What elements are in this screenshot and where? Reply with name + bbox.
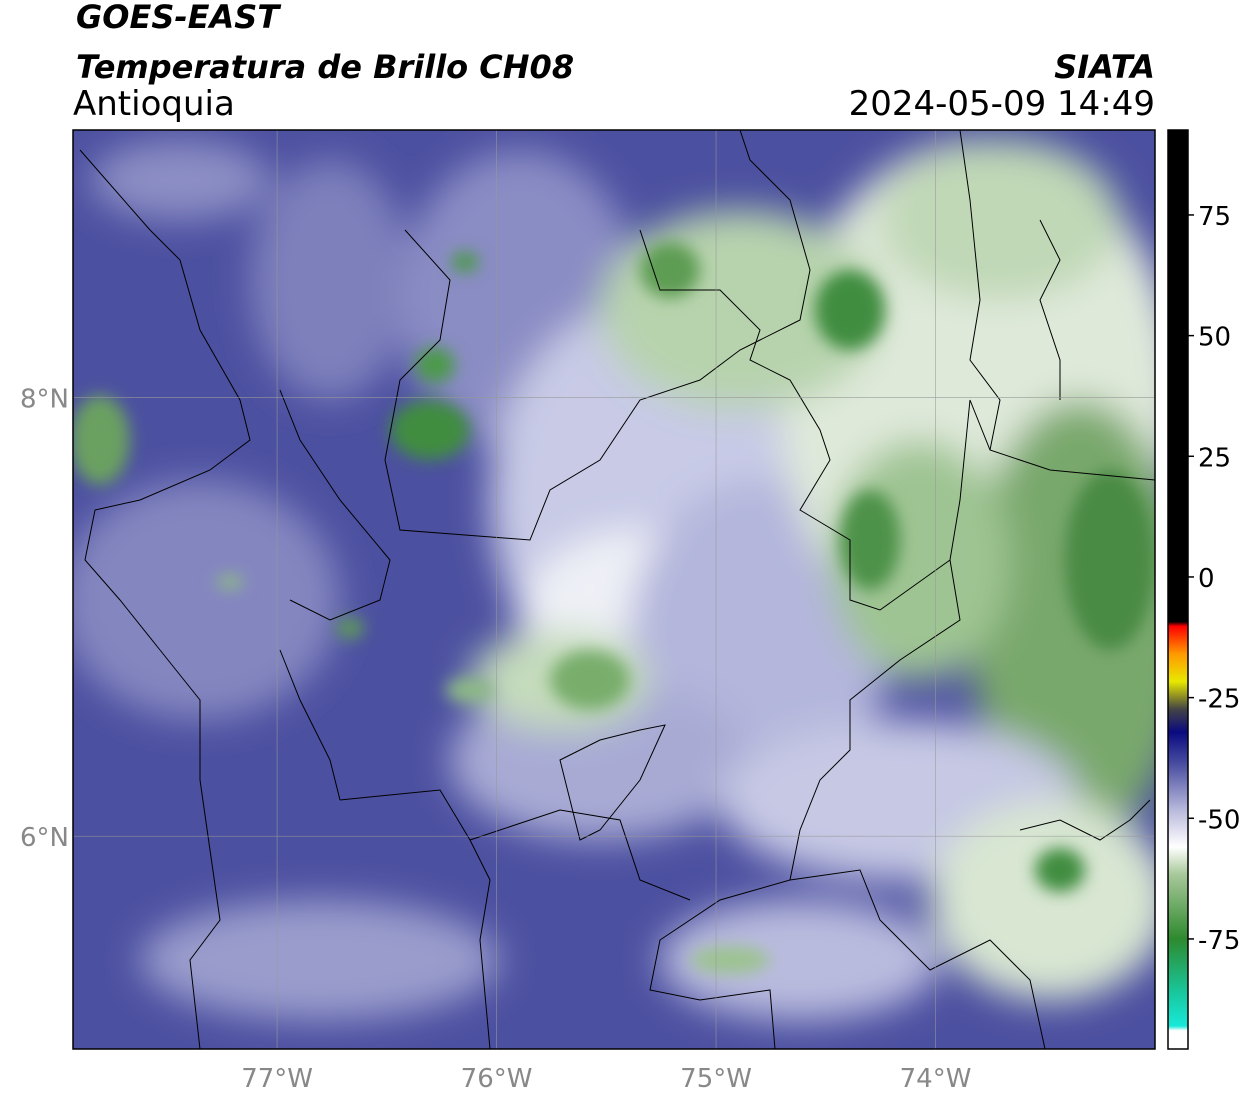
- colorbar-tick-label: -25: [1198, 685, 1240, 715]
- satellite-image: [73, 130, 1155, 1049]
- colorbar-tick-label: 75: [1198, 202, 1231, 232]
- map-frame: [72, 129, 1156, 1050]
- lat-tick-label: 8°N: [20, 385, 69, 415]
- lon-tick-label: 76°W: [461, 1064, 533, 1094]
- colorbar-tick-label: -50: [1198, 805, 1240, 835]
- colorbar-tick-label: 50: [1198, 323, 1231, 353]
- borders: [79, 130, 1155, 1049]
- subtitle: Temperatura de Brillo CH08: [76, 48, 574, 86]
- colorbar-tick-label: -75: [1198, 926, 1240, 956]
- lon-tick-label: 75°W: [680, 1064, 752, 1094]
- colorbar-tick-label: 25: [1198, 443, 1231, 473]
- region: Antioquia: [73, 84, 235, 124]
- colorbar-tick-label: 0: [1198, 564, 1215, 594]
- colorbar: [1167, 129, 1189, 1050]
- lon-tick-label: 77°W: [241, 1064, 313, 1094]
- datetime: 2024-05-09 14:49: [849, 84, 1155, 124]
- lat-tick-label: 6°N: [20, 823, 69, 853]
- title: GOES-EAST: [76, 0, 281, 36]
- lon-tick-label: 74°W: [900, 1064, 972, 1094]
- source: SIATA: [1054, 48, 1155, 86]
- graticule: [73, 130, 1155, 1049]
